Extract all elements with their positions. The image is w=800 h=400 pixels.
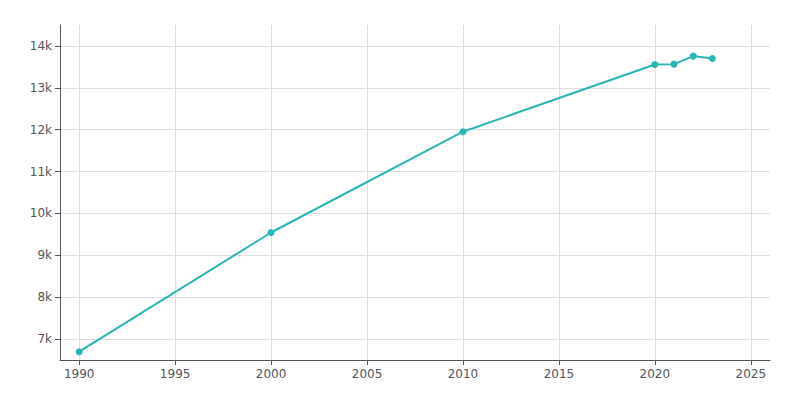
svg-text:1995: 1995 — [160, 367, 191, 381]
svg-text:14k: 14k — [30, 39, 52, 53]
svg-text:1990: 1990 — [64, 367, 95, 381]
svg-text:2015: 2015 — [544, 367, 575, 381]
svg-text:7k: 7k — [37, 332, 52, 346]
svg-text:12k: 12k — [30, 123, 52, 137]
svg-text:2005: 2005 — [352, 367, 383, 381]
svg-text:10k: 10k — [30, 206, 52, 220]
svg-text:2000: 2000 — [256, 367, 287, 381]
svg-text:9k: 9k — [37, 248, 52, 262]
svg-text:2020: 2020 — [640, 367, 671, 381]
svg-text:13k: 13k — [30, 81, 52, 95]
svg-text:2010: 2010 — [448, 367, 479, 381]
svg-text:8k: 8k — [37, 290, 52, 304]
svg-text:2025: 2025 — [736, 367, 767, 381]
svg-text:11k: 11k — [30, 165, 52, 179]
